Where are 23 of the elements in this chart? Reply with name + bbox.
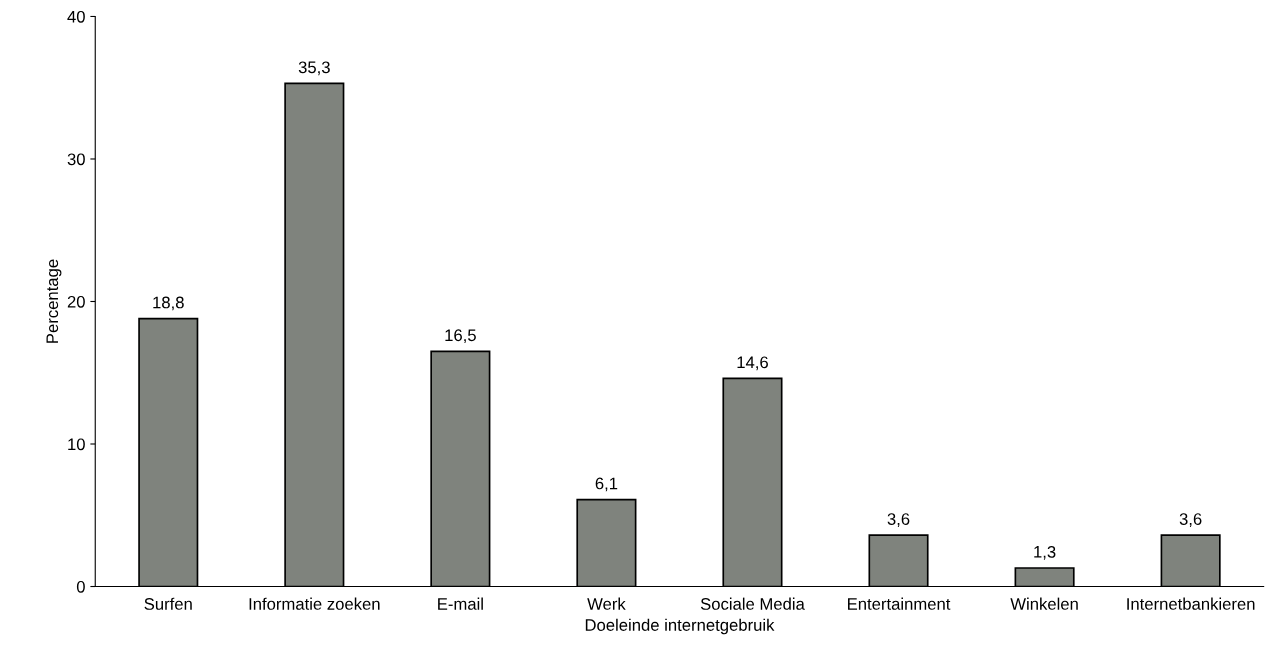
y-tick-label: 10 <box>68 438 85 451</box>
data-label: 6,1 <box>595 477 618 492</box>
y-tick-label: 40 <box>67 10 85 23</box>
x-tick-label: Surfen <box>144 597 192 610</box>
data-label: 35,3 <box>298 61 330 76</box>
y-tick-label: 30 <box>67 153 85 166</box>
x-tick-label: Entertainment <box>848 597 951 610</box>
data-label: 1,3 <box>1034 545 1056 560</box>
x-tick-label: Informatie zoeken <box>249 597 380 610</box>
data-label: 3,6 <box>1179 513 1202 527</box>
data-label: 16,5 <box>445 329 476 344</box>
data-label: 3,6 <box>887 513 910 527</box>
x-axis-title: Doeleinde internetgebruik <box>585 618 775 635</box>
x-tick-label: Winkelen <box>1010 597 1078 610</box>
x-tick-label: Sociale Media <box>700 597 805 610</box>
y-tick-label: 20 <box>67 295 85 308</box>
y-axis-title: Percentage <box>46 259 62 343</box>
x-tick-label: Werk <box>587 597 626 610</box>
data-label: 18,8 <box>153 296 184 311</box>
x-tick-label: Internetbankieren <box>1127 597 1255 610</box>
data-label: 14,6 <box>737 356 768 371</box>
x-tick-label: E-mail <box>438 597 483 610</box>
y-tick-label: 0 <box>76 580 85 593</box>
